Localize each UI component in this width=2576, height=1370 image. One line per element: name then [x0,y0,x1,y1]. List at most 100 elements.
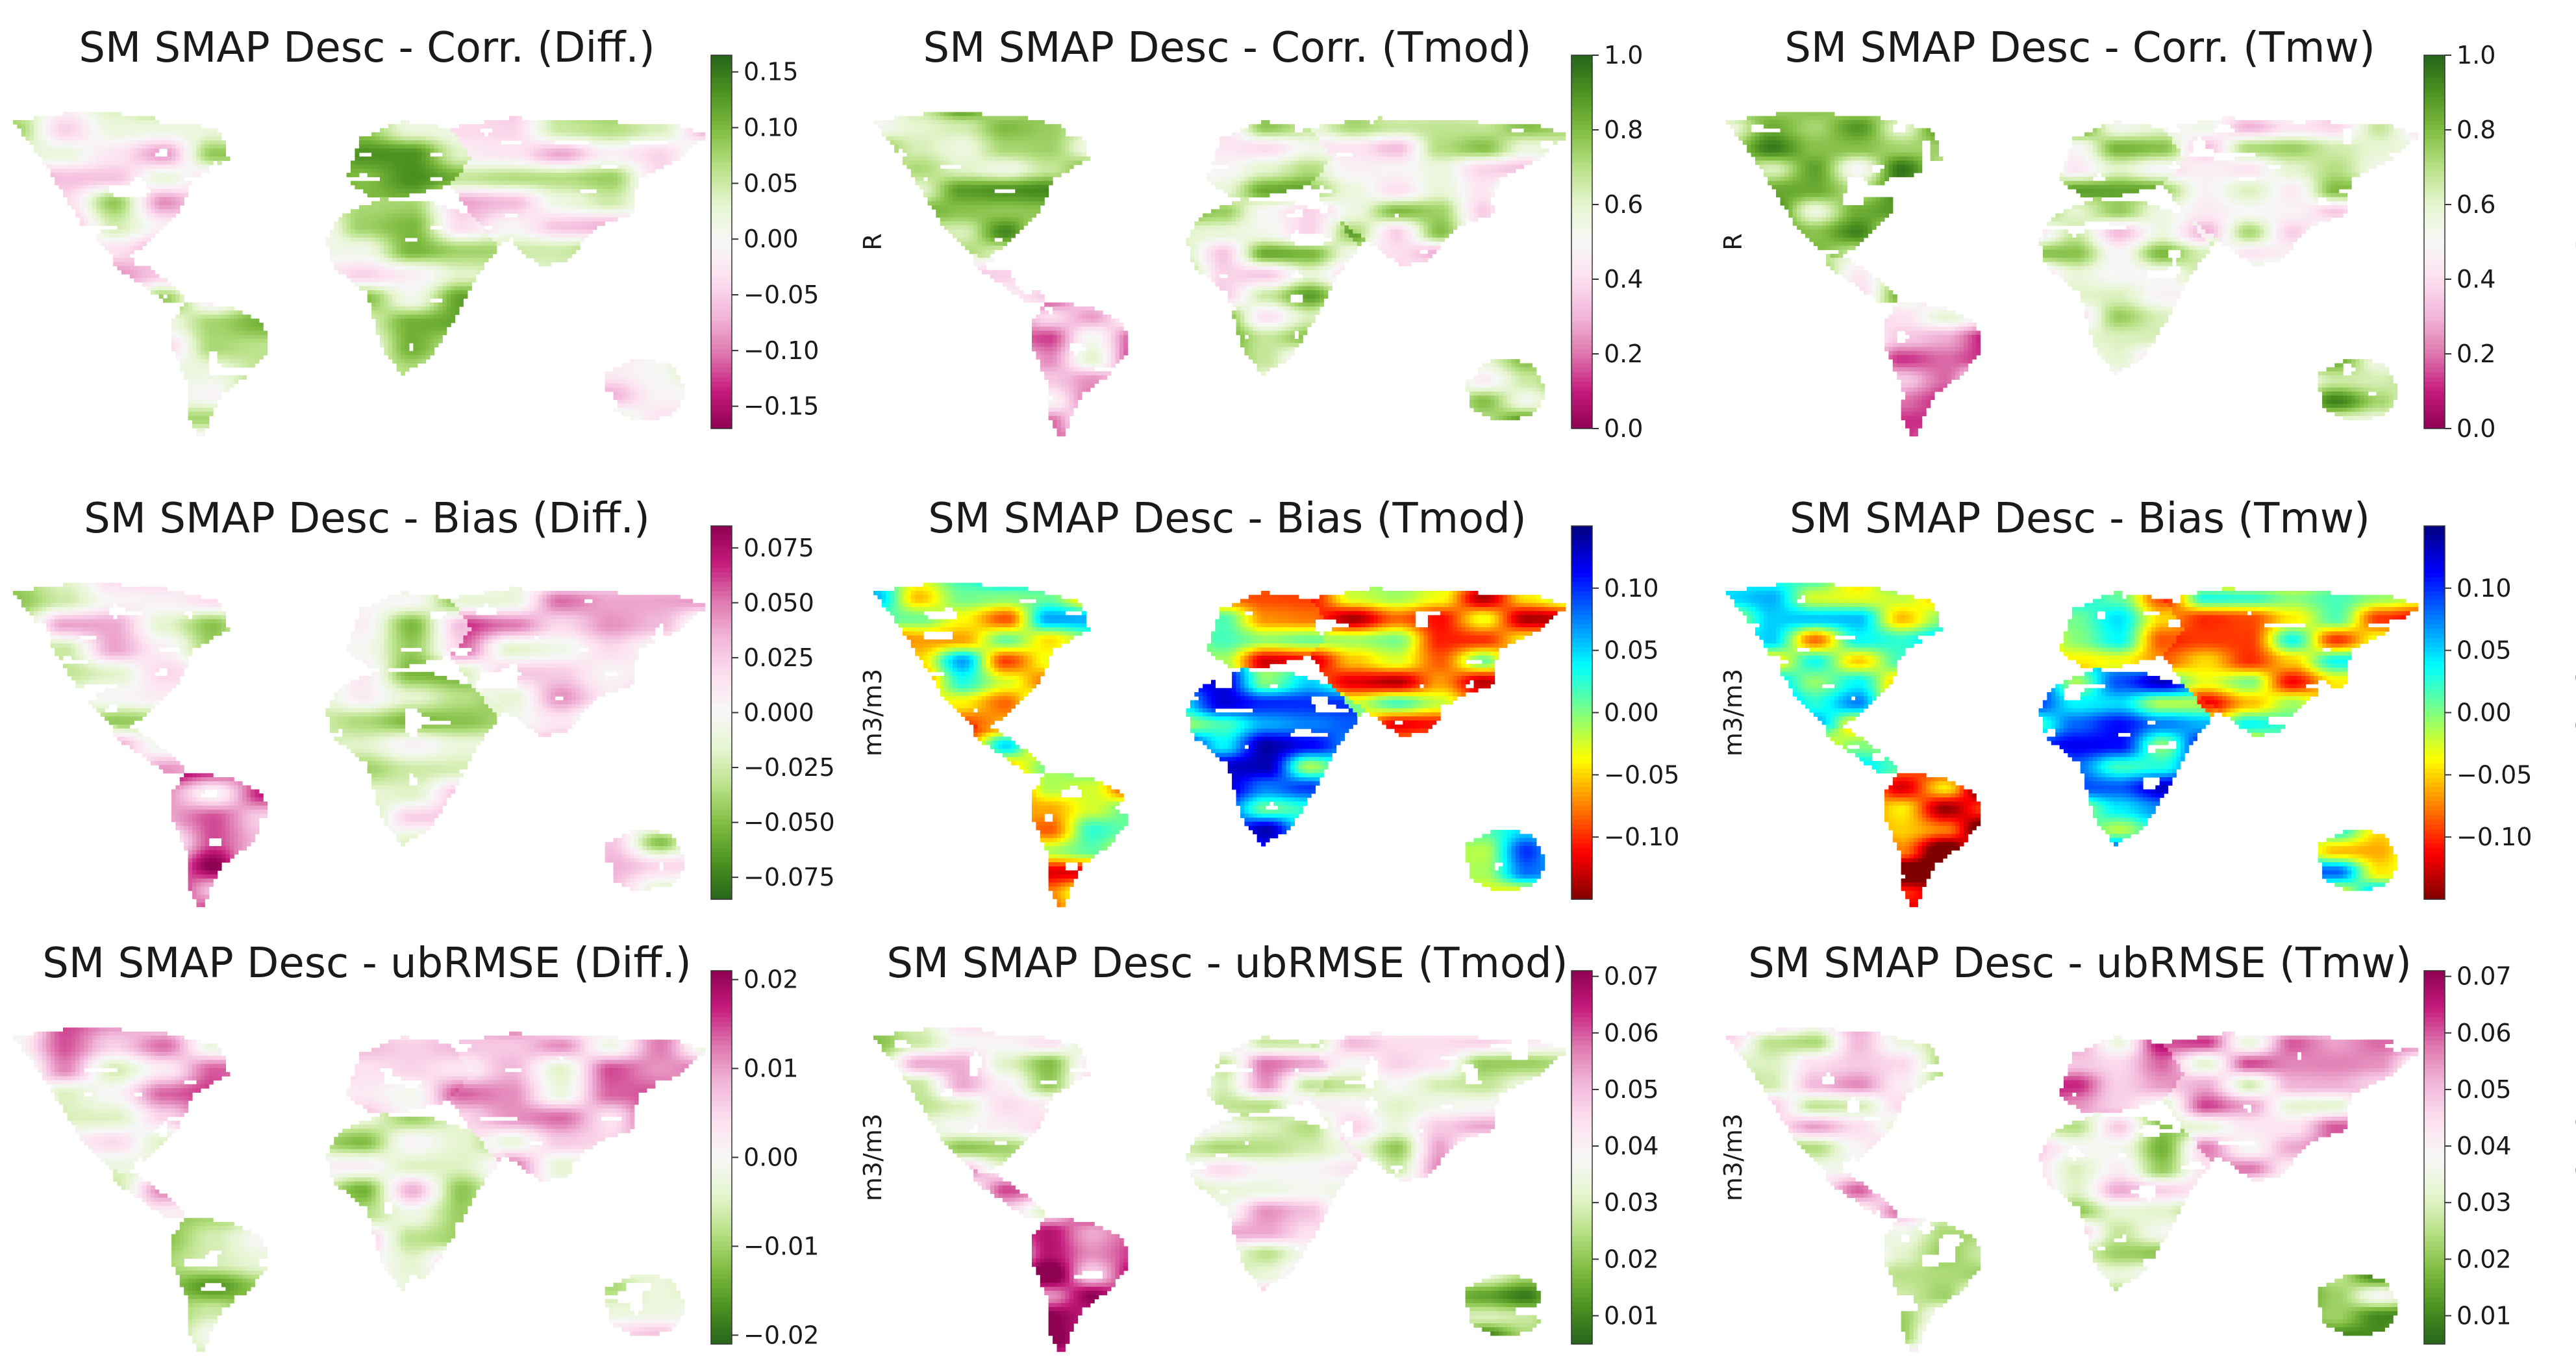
map-cell [542,136,547,141]
map-cell [96,144,101,149]
map-cell [463,140,468,145]
map-cell [563,120,568,125]
map-cell [401,120,405,125]
map-cell [664,124,668,129]
map-cell [163,132,168,137]
map-cell [118,116,122,121]
map-cell [542,120,547,125]
map-cell [151,144,155,149]
map-cell [71,124,76,129]
map-cell [405,140,410,145]
map-cell [584,136,589,141]
map-cell [463,132,468,137]
map-cell [138,120,143,125]
map-cell [38,136,43,141]
map-cell [59,144,64,149]
map-cell [538,136,543,141]
map-cell [542,140,547,145]
map-cell [434,124,438,129]
map-cell [121,132,126,137]
map-cell [638,144,643,149]
map-cell [551,120,555,125]
map-cell [701,136,705,141]
map-cell [614,124,618,129]
map-cell [559,120,564,125]
map-cell [576,136,581,141]
map-cell [518,120,522,125]
map-cell [142,128,147,132]
map-cell [130,120,134,125]
map-cell [597,136,601,141]
panel-corr-diff: SM SMAP Desc - Corr. (Diff.) 0.150.100.05… [13,24,887,436]
map-cell [68,128,72,132]
map-cell [459,128,464,132]
map-cell [171,124,176,129]
map-cell [418,144,422,149]
map-cell [518,116,522,121]
map-cell [171,140,176,145]
map-cell [413,144,418,149]
map-cell [109,120,114,125]
map-cell [197,136,201,141]
map-cell [588,128,593,132]
map-cell [651,124,655,129]
map-cell [371,136,376,141]
map-cell [551,136,555,141]
map-cell [163,124,168,129]
map-cell [46,128,51,132]
map-cell [371,140,376,145]
map-cell [476,136,481,141]
map-cell [605,124,610,129]
map-cell [51,124,55,129]
map-cell [84,112,88,117]
map-cell [526,144,531,149]
map-cell [168,144,172,149]
map-cell [614,120,618,125]
map-cell [134,120,138,125]
map-cell [96,120,101,125]
map-cell [659,144,664,149]
map-cell [459,136,464,141]
map-cell [580,136,584,141]
map-cell [576,128,581,132]
map-cell [559,128,564,132]
map-cell [38,124,43,129]
map-cell [693,132,697,137]
map-cell [359,136,364,141]
map-cell [459,140,464,145]
map-cell [559,144,564,149]
map-cell [430,144,434,149]
map-cell [59,136,64,141]
map-cell [92,132,97,137]
map-cell [359,144,364,149]
map-cell [201,132,205,137]
map-cell [168,132,172,137]
map-cell [80,136,84,141]
map-cell [180,132,184,137]
map-cell [34,128,38,132]
map-cell [151,128,155,132]
map-cell [92,128,97,132]
map-cell [397,132,401,137]
map-cell [151,116,155,121]
map-cell [205,140,209,145]
map-cell [426,128,431,132]
map-cell [597,128,601,132]
map-cell [571,128,576,132]
map-cell [71,132,76,137]
map-cell [463,124,468,129]
map-cell [451,136,455,141]
map-cell [88,112,93,117]
map-cell [480,140,484,145]
map-cell [584,120,589,125]
map-cell [363,144,368,149]
map-cell [634,136,639,141]
map-cell [618,124,622,129]
map-cell [497,132,501,137]
map-cell [46,144,51,149]
map-cell [88,144,93,149]
map-cell [484,120,489,125]
map-cell [134,140,138,145]
map-cell [547,136,551,141]
map-cell [647,132,651,137]
